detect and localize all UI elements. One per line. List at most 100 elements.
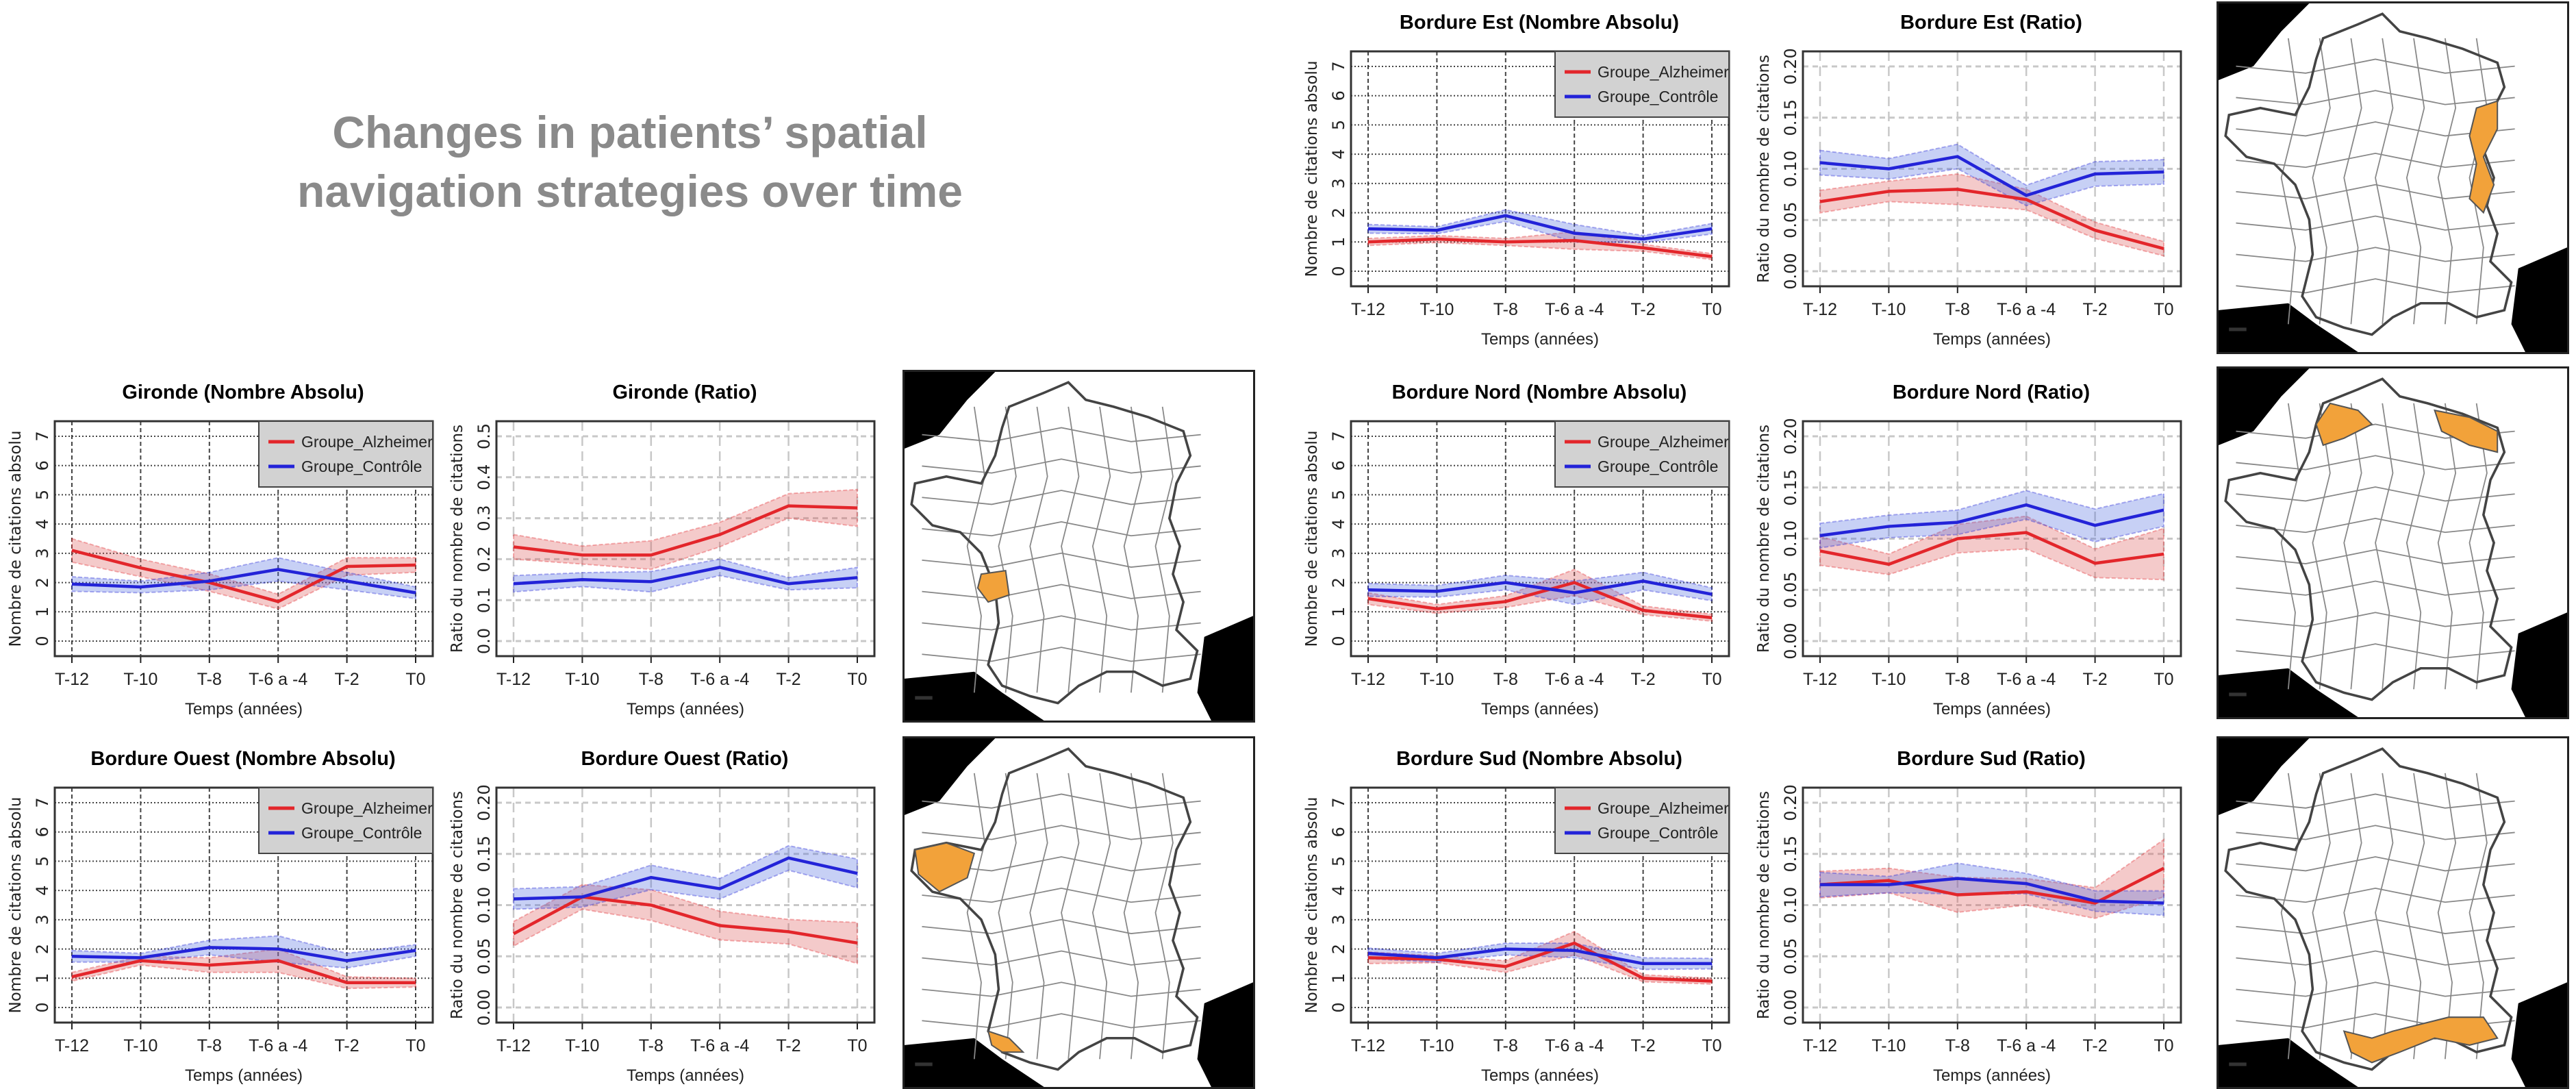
x-tick-label: T-2	[776, 670, 801, 689]
x-tick-label: T-12	[496, 1036, 531, 1055]
y-tick-label: 7	[1329, 431, 1348, 441]
x-tick-label: T0	[405, 670, 425, 689]
x-tick-label: T0	[2154, 670, 2173, 689]
y-tick-label: 6	[1329, 827, 1348, 837]
x-tick-label: T-10	[1419, 1036, 1454, 1055]
chart-title: Bordure Ouest (Nombre Absolu)	[90, 748, 395, 770]
x-tick-label: T-8	[1945, 300, 1970, 319]
y-tick-label: 0	[1329, 636, 1348, 646]
x-axis-label: Temps (années)	[1933, 1066, 2051, 1085]
neighbor-country-italy	[1198, 616, 1253, 721]
x-tick-label: T-12	[1351, 300, 1385, 319]
y-tick-label: 5	[1329, 490, 1348, 500]
y-tick-label: 0.05	[475, 938, 494, 975]
neighbor-country-italy	[2512, 982, 2567, 1087]
x-tick-label: T-6 a -4	[690, 670, 749, 689]
x-tick-label: T0	[847, 1036, 867, 1055]
legend-label: Groupe_Contrôle	[301, 824, 422, 842]
y-tick-label: 5	[1329, 120, 1348, 130]
legend-label: Groupe_Contrôle	[301, 458, 422, 475]
x-tick-label: T-6 a -4	[249, 1036, 307, 1055]
y-tick-label: 0.10	[1781, 151, 1800, 187]
y-tick-label: 5	[1329, 856, 1348, 866]
x-tick-label: T-8	[639, 670, 664, 689]
legend-label: Groupe_Alzheimer	[1598, 433, 1729, 451]
x-tick-label: T0	[2154, 1036, 2173, 1055]
x-tick-label: T-2	[1631, 300, 1656, 319]
x-tick-label: T-10	[1871, 670, 1906, 689]
legend-box	[1555, 421, 1729, 487]
x-tick-label: T0	[1702, 1036, 1721, 1055]
x-tick-label: T-6 a -4	[1545, 670, 1604, 689]
y-tick-label: 4	[33, 519, 52, 529]
france-outline	[911, 382, 1197, 703]
chart-title: Bordure Ouest (Ratio)	[581, 748, 789, 770]
x-tick-label: T-6 a -4	[1545, 300, 1604, 319]
x-tick-label: T-8	[197, 670, 222, 689]
x-tick-label: T-10	[1419, 300, 1454, 319]
map-gironde	[902, 370, 1255, 723]
x-tick-label: T0	[2154, 300, 2173, 319]
x-tick-label: T-12	[1803, 300, 1837, 319]
neighbor-country-italy	[2512, 247, 2567, 352]
y-axis-label: Ratio du nombre de citations	[1755, 425, 1773, 653]
x-tick-label: T-8	[1945, 1036, 1970, 1055]
chart-title: Bordure Sud (Ratio)	[1897, 748, 2086, 770]
scale-bar	[915, 1062, 932, 1066]
x-tick-label: T-12	[55, 670, 89, 689]
y-tick-label: 0	[1329, 1002, 1348, 1012]
legend-box	[259, 788, 433, 853]
y-tick-label: 0.20	[1781, 418, 1800, 454]
y-tick-label: 0.15	[475, 836, 494, 872]
x-tick-label: T-10	[1871, 1036, 1906, 1055]
scale-bar	[2229, 327, 2246, 331]
x-tick-label: T-10	[565, 1036, 599, 1055]
x-tick-label: T-8	[197, 1036, 222, 1055]
chart-title: Bordure Est (Ratio)	[1900, 12, 2082, 34]
legend-label: Groupe_Contrôle	[1598, 824, 1718, 842]
y-axis-label: Nombre de citations absolu	[1303, 61, 1321, 277]
y-tick-label: 0.3	[475, 505, 494, 531]
y-tick-label: 0.10	[1781, 887, 1800, 923]
y-tick-label: 2	[1329, 944, 1348, 954]
map-bordure-nord	[2217, 366, 2569, 719]
y-axis-label: Nombre de citations absolu	[7, 797, 25, 1014]
y-tick-label: 1	[33, 973, 52, 984]
x-tick-label: T-12	[1351, 670, 1385, 689]
chart-title: Bordure Est (Nombre Absolu)	[1400, 12, 1679, 34]
y-tick-label: 0.10	[475, 887, 494, 923]
x-axis-label: Temps (années)	[185, 1066, 303, 1085]
chart-title: Bordure Nord (Ratio)	[1893, 381, 2090, 403]
scale-bar	[915, 696, 932, 699]
y-tick-label: 5	[33, 856, 52, 866]
x-tick-label: T-2	[2083, 1036, 2108, 1055]
map-bordure-sud	[2217, 736, 2569, 1089]
neighbor-country-italy	[2512, 612, 2567, 717]
y-axis-label: Nombre de citations absolu	[1303, 797, 1321, 1014]
y-tick-label: 2	[33, 577, 52, 588]
y-tick-label: 0	[33, 636, 52, 646]
y-tick-label: 0.10	[1781, 521, 1800, 557]
legend-label: Groupe_Alzheimer	[301, 799, 433, 817]
confidence-band-controle	[514, 846, 857, 910]
y-tick-label: 0	[1329, 266, 1348, 276]
y-tick-label: 4	[1329, 886, 1348, 896]
x-axis-label: Temps (années)	[1933, 330, 2051, 349]
y-tick-label: 6	[33, 460, 52, 471]
y-tick-label: 0.00	[1781, 623, 1800, 659]
y-tick-label: 0.4	[475, 464, 494, 490]
y-tick-label: 0.5	[475, 423, 494, 449]
x-tick-label: T-8	[1945, 670, 1970, 689]
map-bordure-est	[2217, 1, 2569, 354]
scale-bar	[2229, 692, 2246, 696]
x-tick-label: T-8	[639, 1036, 664, 1055]
y-tick-label: 0.05	[1781, 202, 1800, 238]
y-tick-label: 0.00	[1781, 989, 1800, 1025]
x-tick-label: T-12	[496, 670, 531, 689]
